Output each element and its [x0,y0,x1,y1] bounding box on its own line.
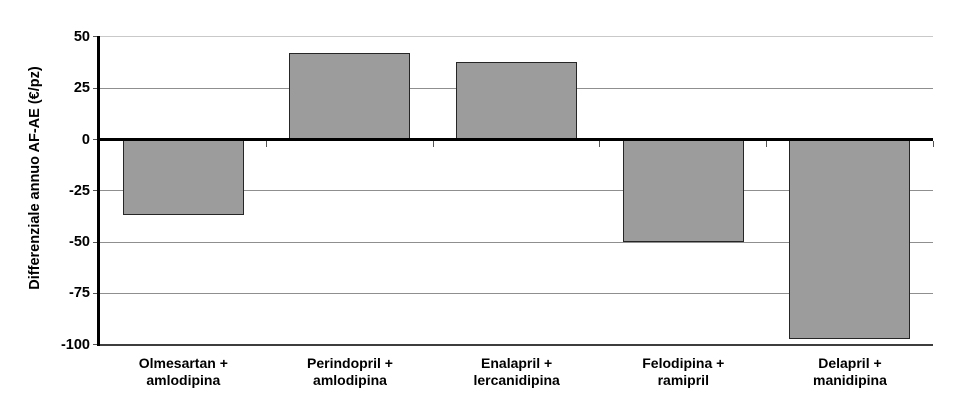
category-label-line: Enalapril + [481,355,553,371]
bar-delapril-manidipina [789,139,911,339]
category-label: Perindopril + amlodipina [267,355,434,389]
category-label: Delapril + manidipina [767,355,934,389]
category-label-line: manidipina [813,372,887,388]
category-label: Olmesartan + amlodipina [100,355,267,389]
gridline-bottom [100,343,934,346]
y-axis-tick-label: 25 [73,80,90,97]
y-axis-tick [93,139,100,140]
category-label-line: amlodipina [313,372,387,388]
y-axis-tick [93,87,100,89]
category-tick [432,141,434,147]
y-axis-tick [93,36,100,38]
y-axis-tick-label: -100 [60,336,90,353]
category-tick [599,141,601,147]
bar-perindopril-amlodipina [289,53,411,140]
category-label: Felodipina + ramipril [600,355,767,389]
category-label-line: amlodipina [146,372,221,388]
category-label-line: lercanidipina [473,372,560,388]
category-label-line: Olmesartan + [138,355,228,371]
y-axis-tick-label: 50 [73,28,90,45]
category-tick [766,141,768,147]
bar-felodipina-ramipril [622,139,744,243]
y-axis-tick-label: -25 [69,182,90,199]
zero-line [97,138,934,141]
category-tick [932,141,934,147]
y-axis-tick-label: -50 [69,234,90,251]
gridline [100,190,934,192]
category-label-line: Perindopril + [307,355,393,371]
gridline [100,241,934,243]
bar-olmesartan-amlodipina [122,139,244,216]
category-tick [266,141,268,147]
category-label-line: Felodipina + [642,355,725,371]
y-axis-tick [93,344,100,346]
y-axis-tick [93,190,100,192]
y-axis-tick-label: -75 [69,285,90,302]
gridline [100,36,934,38]
y-axis-tick [93,292,100,294]
category-label-line: Delapril + [818,355,882,371]
y-axis-tick [93,241,100,243]
category-label: Enalapril + lercanidipina [433,355,600,389]
gridline [100,292,934,294]
y-axis-tick-label: 0 [81,131,90,148]
category-label-line: ramipril [657,372,709,388]
bar-enalapril-lercanidipina [456,61,578,140]
y-axis-line [97,36,100,346]
